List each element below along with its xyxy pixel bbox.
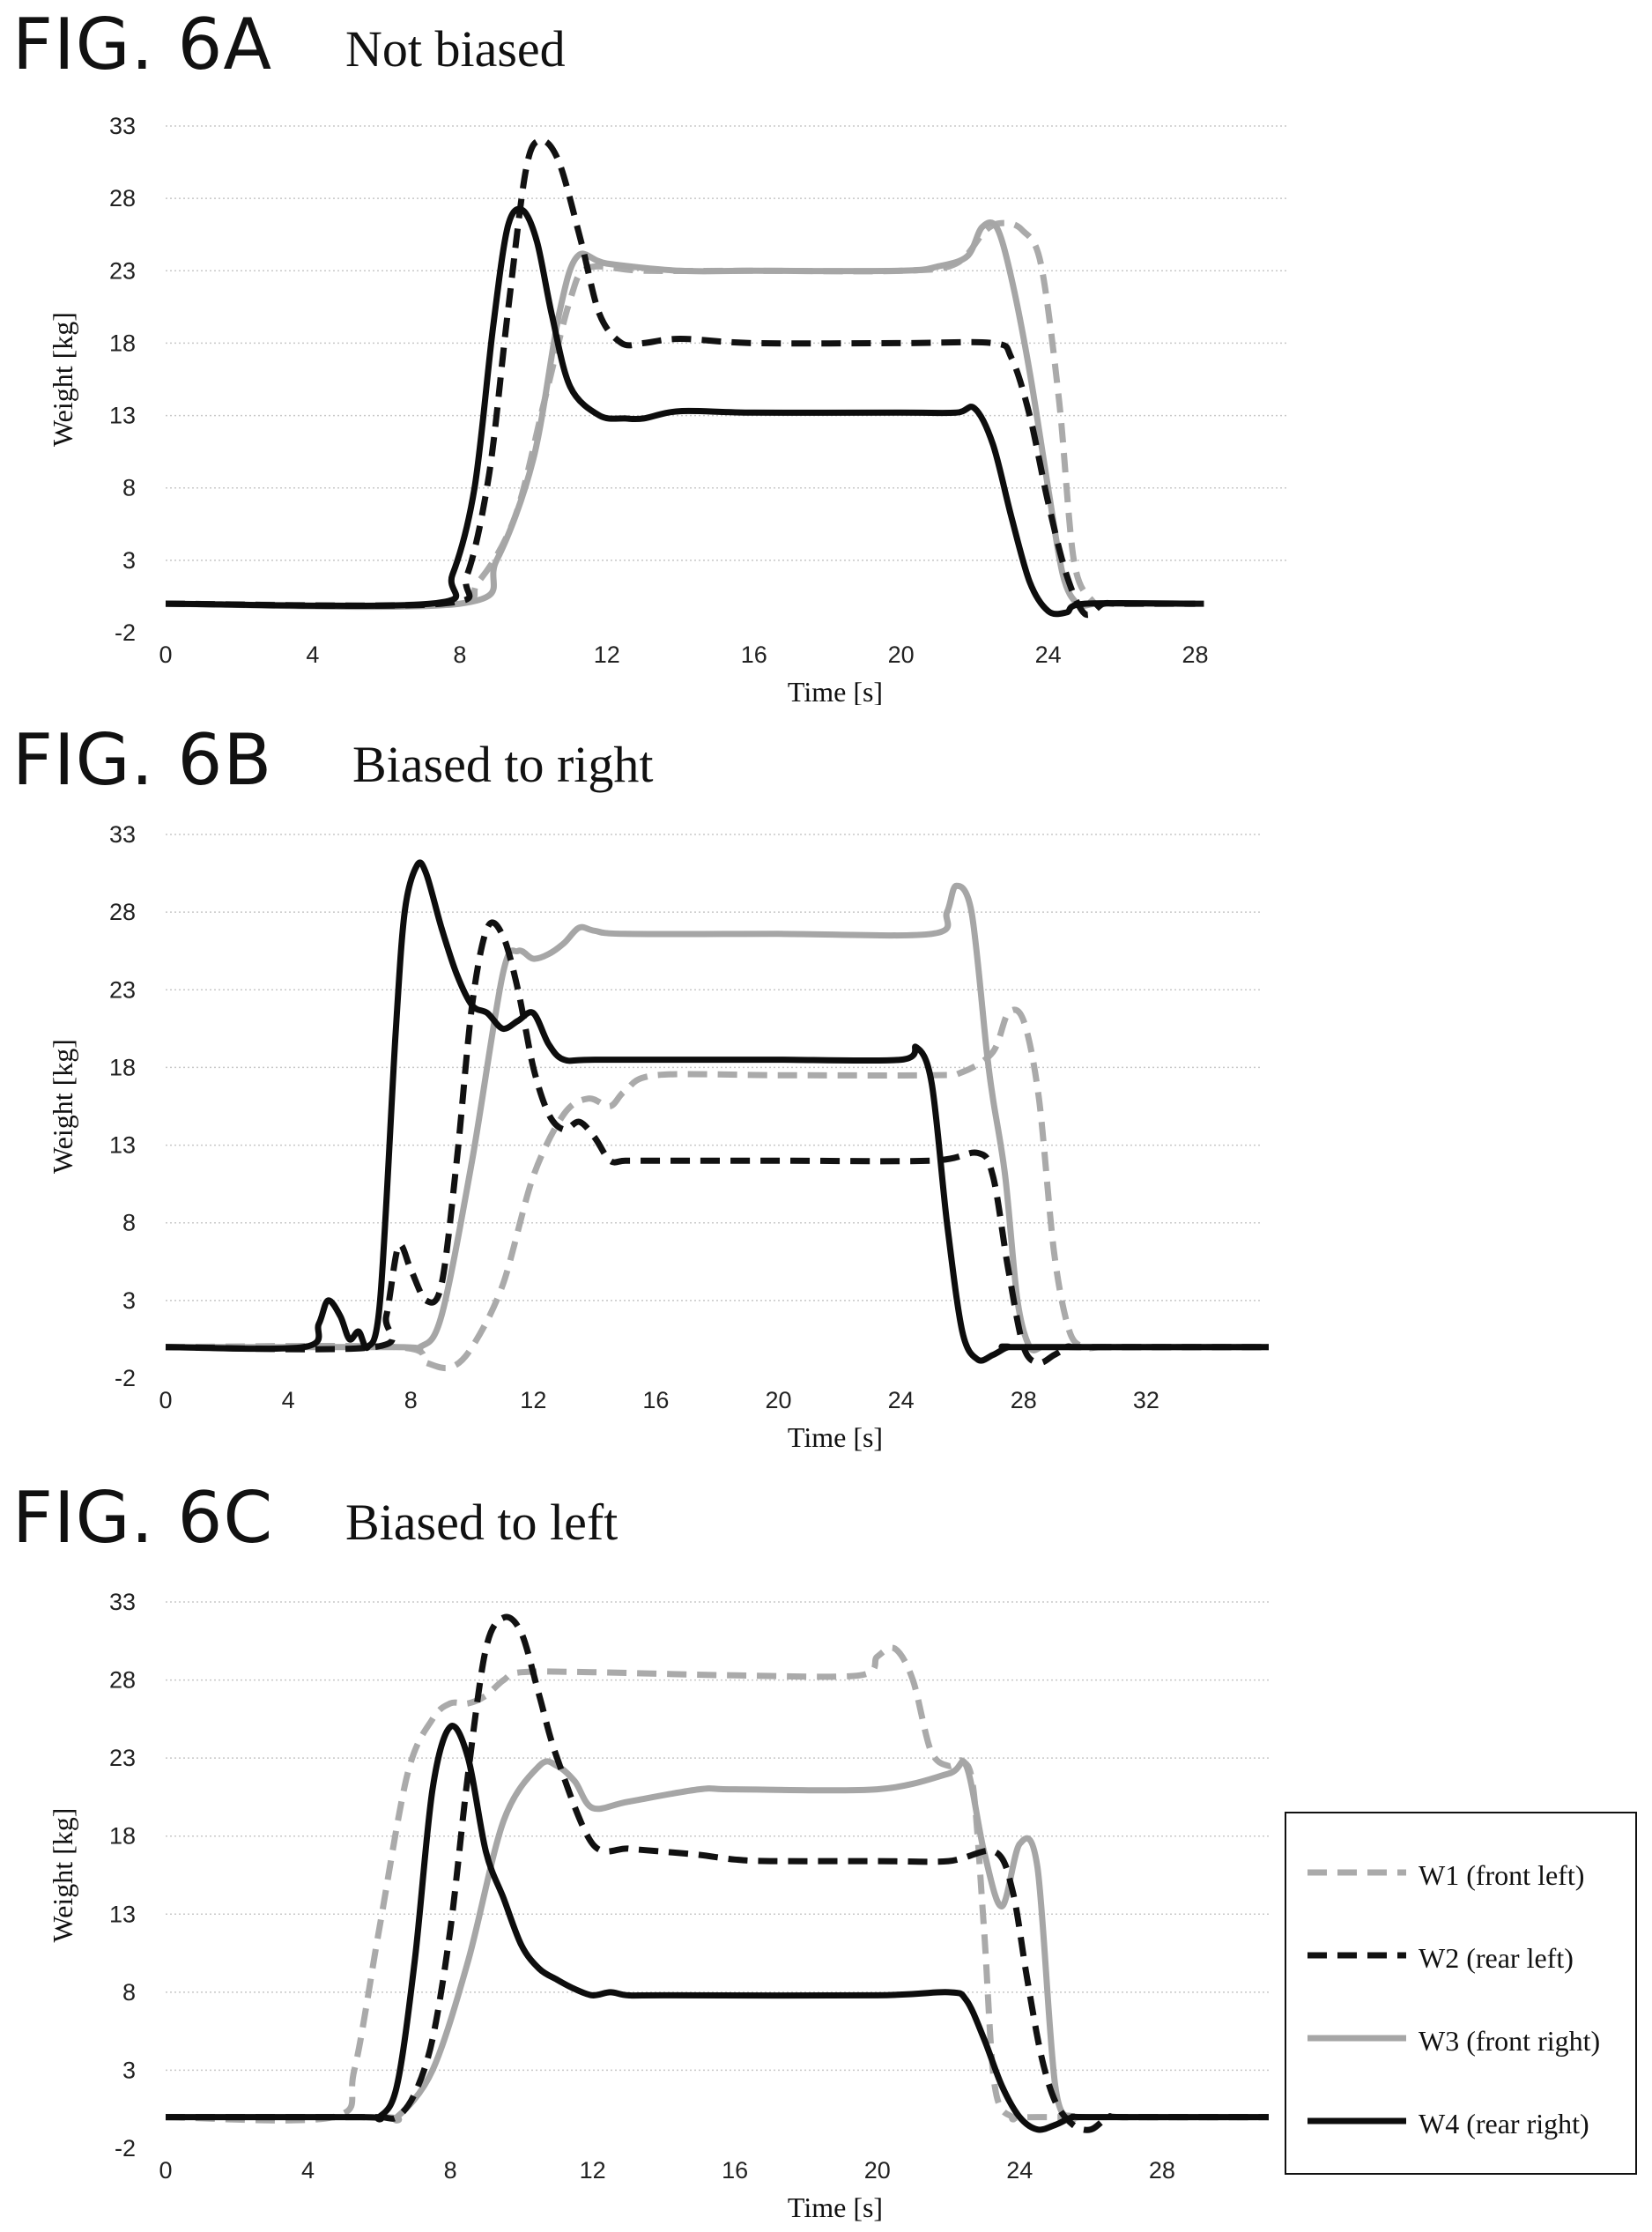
x-tick-label: 4 [282,1387,295,1413]
chart-6b: -2 3 8 13 18 23 28 33 0 4 8 12 16 20 24 28 32 Time [s] Wei… [47,821,1269,1453]
figure-6c: FIG. 6C Biased to left -2 3 8 13 18 23 28 33 0 4 8… [0,1473,1652,2228]
y-tick-label: 23 [109,1745,136,1771]
legend-item-w1: W1 (front left) [1286,1847,1635,1900]
y-tick-label: -2 [115,619,136,646]
series-line-w4 [165,859,1269,1364]
legend-swatch-w4 [1308,2117,1406,2124]
legend-item-w3: W3 (front right) [1286,2013,1635,2065]
x-tick-label: 24 [888,1387,915,1413]
legend-swatch-w2 [1308,1952,1406,1959]
legend-item-w2: W2 (rear left) [1286,1930,1635,1983]
x-tick-label: 12 [594,641,620,668]
x-axis-label: Time [s] [788,676,883,705]
y-tick-label: 33 [109,113,136,139]
x-axis-label: Time [s] [788,2191,883,2223]
figure-6a: FIG. 6A Not biased -2 3 8 13 18 23 28 33 0 4 8 12 16… [0,0,1652,708]
y-axis-label: Weight [kg] [47,1039,78,1174]
x-axis-label: Time [s] [788,1421,883,1453]
y-tick-label: -2 [115,2135,136,2162]
y-axis-label: Weight [kg] [47,1808,78,1943]
x-tick-label: 24 [1006,2157,1033,2184]
y-tick-label: 3 [122,547,136,574]
x-tick-label: 4 [306,641,319,668]
x-tick-label: 20 [864,2157,891,2184]
series-line-w2 [166,1613,1269,2133]
legend-label-w3: W3 (front right) [1419,2025,1601,2057]
y-tick-label: 3 [122,2057,136,2083]
x-tick-label: 20 [888,641,915,668]
legend-item-w4: W4 (rear right) [1286,2095,1635,2148]
chart-6c: -2 3 8 13 18 23 28 33 0 4 8 12 16 20 24 28 Time [s] Weigh… [47,1589,1269,2223]
x-tick-label: 16 [741,641,767,668]
x-tick-label: 4 [301,2157,315,2184]
x-tick-label: 16 [722,2157,748,2184]
series-line-w1 [165,1006,1269,1372]
x-tick-label: 8 [453,641,466,668]
series-line-w4 [166,1723,1269,2133]
legend-label-w2: W2 (rear left) [1419,1942,1574,1974]
x-tick-label: 0 [159,641,172,668]
x-tick-label: 8 [444,2157,457,2184]
x-tick-label: 28 [1149,2157,1175,2184]
figure-subtitle: Biased to right [352,736,654,793]
y-tick-label: 18 [109,330,136,356]
y-tick-label: -2 [115,1365,136,1391]
y-tick-label: 13 [109,1132,136,1159]
legend: W1 (front left) W2 (rear left) W3 (front… [1285,1812,1637,2175]
x-tick-label: 8 [404,1387,418,1413]
y-tick-label: 3 [122,1287,136,1314]
x-tick-label: 16 [642,1387,669,1413]
x-tick-label: 0 [159,1387,172,1413]
y-tick-label: 8 [122,475,136,501]
x-tick-label: 28 [1011,1387,1037,1413]
figure-subtitle: Biased to left [345,1494,619,1551]
legend-swatch-w1 [1308,1869,1406,1876]
figure-6b: FIG. 6B Biased to right -2 3 8 13 18 23 28 33 0 4… [0,716,1652,1456]
y-tick-label: 23 [109,976,136,1003]
legend-label-w1: W1 (front left) [1419,1859,1585,1891]
figure-label: FIG. 6B [12,719,273,801]
y-tick-label: 33 [109,1589,136,1615]
series-line-w3 [166,1758,1269,2124]
x-tick-label: 24 [1035,641,1062,668]
legend-label-w4: W4 (rear right) [1419,2108,1589,2139]
y-tick-label: 13 [109,1901,136,1927]
y-tick-label: 13 [109,403,136,429]
figure-label: FIG. 6C [12,1477,274,1559]
y-tick-label: 28 [109,1667,136,1694]
x-tick-label: 32 [1133,1387,1159,1413]
chart-6a: -2 3 8 13 18 23 28 33 0 4 8 12 16 20 24 28 Time [s] Weigh… [47,113,1286,708]
y-tick-label: 18 [109,1054,136,1080]
series-line-w3 [166,882,1269,1353]
legend-swatch-w3 [1308,2035,1406,2042]
y-axis-label: Weight [kg] [47,312,78,447]
x-tick-label: 28 [1182,641,1209,668]
y-tick-label: 28 [109,899,136,925]
y-tick-label: 33 [109,821,136,848]
series-line-w3 [165,219,1196,611]
series-line-w1 [165,1644,1269,2124]
y-tick-label: 8 [122,1979,136,2006]
y-tick-label: 23 [109,257,136,284]
y-tick-label: 8 [122,1210,136,1236]
figure-subtitle: Not biased [345,20,566,78]
series-line-w4 [165,205,1196,618]
series-line-w2 [165,137,1214,619]
x-tick-label: 20 [766,1387,792,1413]
x-tick-label: 12 [520,1387,546,1413]
y-tick-label: 18 [109,1823,136,1850]
x-tick-label: 12 [580,2157,606,2184]
y-tick-label: 28 [109,185,136,211]
figure-label: FIG. 6A [12,4,273,85]
x-tick-label: 0 [159,2157,172,2184]
series-line-w2 [165,919,1269,1367]
